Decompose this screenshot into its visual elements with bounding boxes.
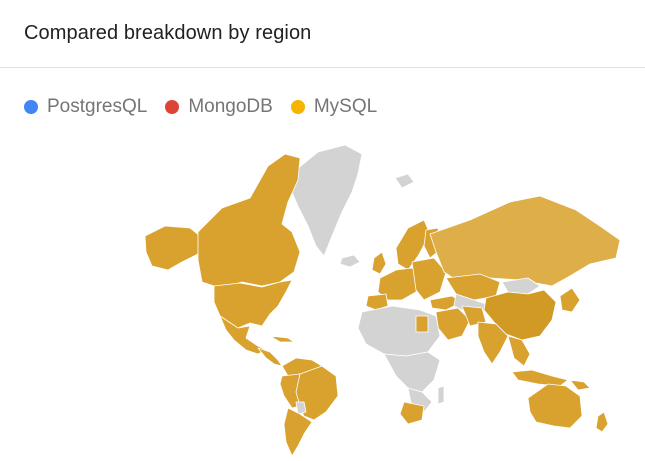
legend-label-mysql: MySQL: [313, 96, 378, 117]
region-svalbard[interactable]: [394, 173, 415, 189]
region-paraguay[interactable]: [295, 401, 307, 415]
legend-item-postgresql[interactable]: PostgresQL: [24, 96, 147, 118]
region-southeast-asia[interactable]: [507, 335, 531, 367]
region-new-zealand[interactable]: [595, 411, 609, 433]
region-korea-japan[interactable]: [559, 287, 581, 313]
region-central-america[interactable]: [257, 347, 283, 367]
legend: PostgresQL MongoDB MySQL: [24, 96, 377, 118]
legend-dot-mysql: [290, 100, 305, 114]
region-alaska[interactable]: [144, 225, 201, 271]
region-central-africa[interactable]: [383, 351, 441, 393]
region-mongolia[interactable]: [501, 277, 541, 295]
world-map-svg: [144, 144, 621, 457]
region-egypt[interactable]: [415, 315, 429, 333]
region-greenland[interactable]: [289, 144, 363, 257]
region-russia[interactable]: [429, 195, 621, 287]
region-peru-bolivia[interactable]: [279, 373, 301, 409]
region-iran[interactable]: [461, 305, 487, 327]
region-south-africa[interactable]: [399, 401, 425, 425]
region-australia[interactable]: [527, 383, 583, 429]
region-argentina-chile[interactable]: [283, 407, 313, 457]
legend-dot-postgresql: [24, 100, 38, 114]
legend-item-mysql[interactable]: MySQL: [290, 96, 378, 118]
legend-label-mongodb: MongoDB: [188, 96, 273, 117]
legend-label-postgresql: PostgresQL: [47, 96, 148, 117]
legend-dot-mongodb: [165, 100, 180, 114]
region-iceland[interactable]: [339, 254, 361, 268]
legend-item-mongodb[interactable]: MongoDB: [165, 96, 273, 118]
region-eastern-europe[interactable]: [411, 257, 447, 301]
card-title: Compared breakdown by region: [24, 22, 312, 44]
region-indonesia-philippines[interactable]: [511, 369, 569, 387]
world-map[interactable]: [0, 140, 645, 461]
region-india[interactable]: [477, 321, 509, 365]
region-china[interactable]: [483, 289, 557, 341]
region-uk[interactable]: [371, 251, 387, 275]
region-cuba[interactable]: [269, 335, 295, 343]
region-canada[interactable]: [197, 153, 301, 287]
card-header: Compared breakdown by region: [0, 0, 645, 68]
region-mexico[interactable]: [219, 315, 267, 355]
region-papua[interactable]: [569, 379, 591, 391]
region-madagascar[interactable]: [437, 385, 445, 405]
